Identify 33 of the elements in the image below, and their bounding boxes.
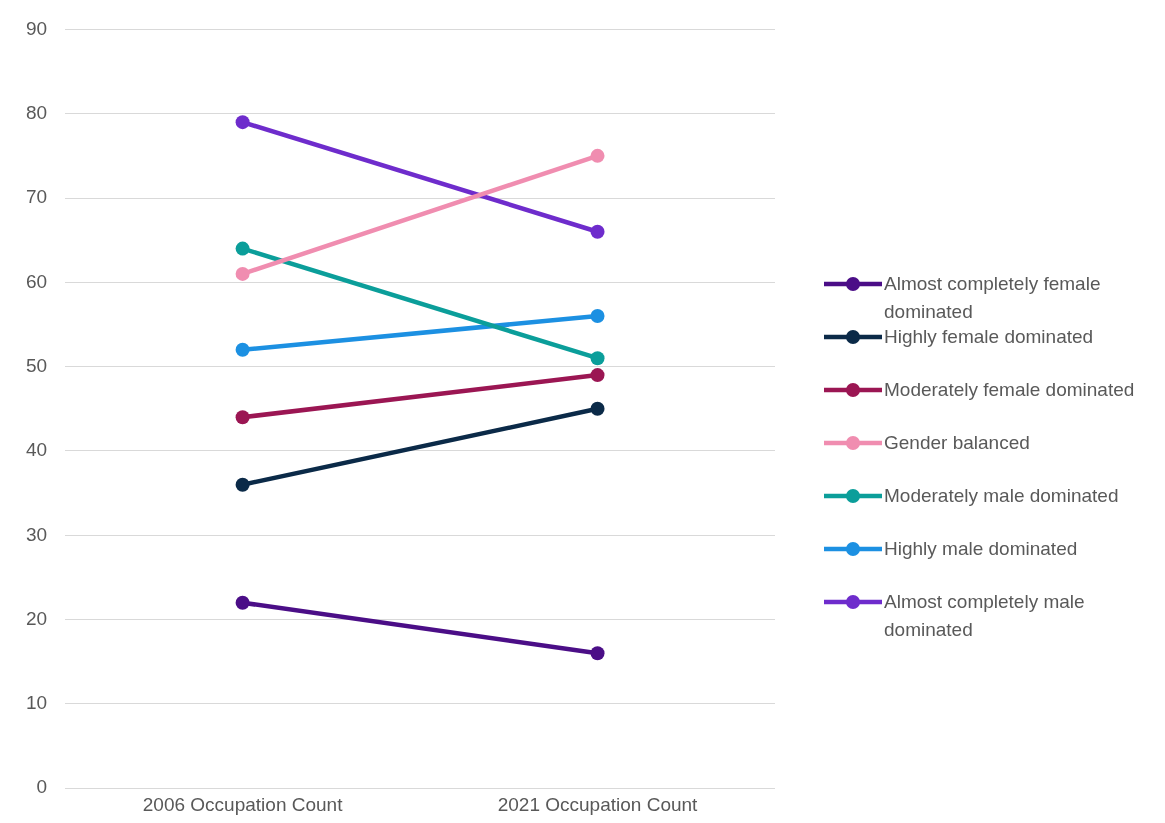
point [235, 477, 250, 492]
point [235, 241, 250, 256]
y-tick-label: 60 [25, 270, 48, 292]
y-tick-label: 70 [25, 186, 48, 208]
y-tick-label: 40 [25, 439, 48, 461]
point [235, 266, 250, 281]
point [590, 368, 605, 383]
x-tick-label: 2021 Occupation Count [497, 793, 699, 815]
y-tick-label: 0 [36, 776, 48, 798]
point [590, 401, 605, 416]
point [590, 148, 605, 163]
point [235, 342, 250, 357]
y-tick-label: 30 [25, 523, 48, 545]
y-tick-label: 10 [25, 692, 48, 714]
legend-label: Highly male dominated [884, 537, 1078, 561]
legend-label: Moderately female dominated [884, 378, 1135, 402]
point [590, 646, 605, 661]
point [590, 351, 605, 366]
point [235, 595, 250, 610]
y-tick-label: 20 [25, 607, 48, 629]
point [235, 410, 250, 425]
legend-label: Gender balanced [884, 431, 1030, 455]
legend-label: Highly female dominated [884, 325, 1094, 349]
point [590, 224, 605, 239]
y-tick-label: 80 [25, 101, 48, 123]
legend-label: Almost completely female dominated [884, 272, 1102, 324]
legend-label: Moderately male dominated [884, 484, 1119, 508]
point [590, 309, 605, 324]
y-tick-label: 50 [25, 354, 48, 376]
point [235, 115, 250, 130]
legend-label: Almost completely male dominated [884, 590, 1086, 642]
x-tick-label: 2006 Occupation Count [142, 793, 344, 815]
y-tick-label: 90 [25, 17, 48, 39]
